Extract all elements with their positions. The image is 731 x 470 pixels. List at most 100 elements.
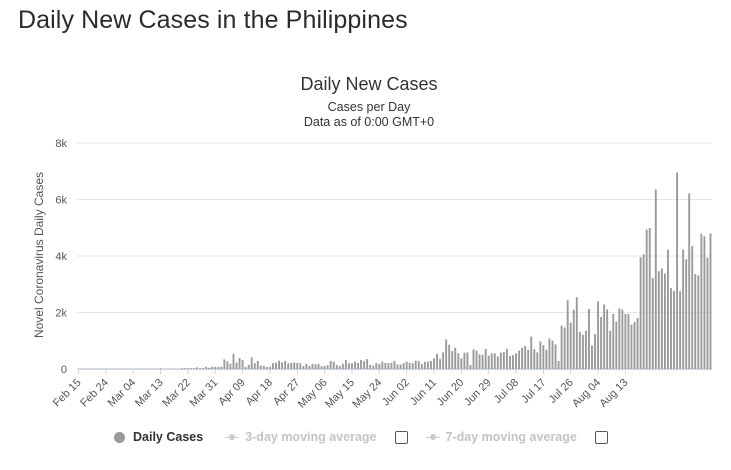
bar[interactable] bbox=[493, 353, 496, 369]
bar[interactable] bbox=[618, 308, 621, 369]
bar[interactable] bbox=[448, 344, 451, 369]
bar[interactable] bbox=[223, 359, 226, 369]
bar[interactable] bbox=[512, 355, 514, 369]
bar[interactable] bbox=[426, 361, 429, 369]
bar[interactable] bbox=[688, 193, 691, 369]
bar[interactable] bbox=[536, 352, 539, 369]
bar[interactable] bbox=[457, 353, 460, 369]
bar[interactable] bbox=[232, 353, 235, 369]
bar[interactable] bbox=[363, 361, 366, 369]
bar[interactable] bbox=[436, 353, 438, 369]
bar[interactable] bbox=[433, 358, 435, 369]
bar[interactable] bbox=[351, 363, 353, 369]
bar[interactable] bbox=[268, 366, 271, 369]
bar[interactable] bbox=[572, 309, 575, 369]
bar[interactable] bbox=[372, 365, 375, 369]
bar[interactable] bbox=[560, 325, 563, 369]
bar[interactable] bbox=[196, 367, 198, 369]
bar[interactable] bbox=[624, 313, 627, 369]
bar[interactable] bbox=[521, 347, 524, 369]
bar[interactable] bbox=[545, 349, 548, 369]
bar[interactable] bbox=[566, 300, 569, 369]
bar[interactable] bbox=[591, 345, 593, 369]
bar[interactable] bbox=[505, 348, 508, 369]
bar[interactable] bbox=[551, 340, 554, 369]
bar[interactable] bbox=[405, 361, 408, 369]
bar[interactable] bbox=[205, 366, 208, 369]
bar[interactable] bbox=[411, 363, 414, 369]
bar[interactable] bbox=[323, 366, 326, 369]
bar[interactable] bbox=[700, 233, 703, 369]
bar[interactable] bbox=[202, 368, 205, 369]
bar[interactable] bbox=[265, 367, 268, 369]
bar[interactable] bbox=[469, 365, 472, 369]
bar[interactable] bbox=[335, 365, 338, 369]
bar[interactable] bbox=[527, 349, 530, 369]
bar[interactable] bbox=[663, 273, 666, 369]
bar[interactable] bbox=[490, 353, 493, 369]
bar[interactable] bbox=[563, 327, 566, 369]
bar[interactable] bbox=[554, 344, 557, 369]
bar[interactable] bbox=[642, 254, 645, 369]
bar[interactable] bbox=[575, 297, 578, 369]
bar[interactable] bbox=[211, 366, 214, 369]
checkbox-3day-average[interactable] bbox=[394, 430, 408, 444]
bar[interactable] bbox=[502, 352, 505, 369]
bar[interactable] bbox=[278, 360, 280, 369]
bar[interactable] bbox=[235, 362, 238, 369]
bar[interactable] bbox=[287, 363, 290, 369]
bar[interactable] bbox=[557, 360, 560, 369]
bar[interactable] bbox=[706, 257, 709, 369]
bar[interactable] bbox=[238, 358, 241, 369]
bar[interactable] bbox=[694, 274, 697, 369]
bar[interactable] bbox=[272, 363, 274, 369]
bar[interactable] bbox=[682, 249, 685, 369]
bar[interactable] bbox=[475, 350, 478, 369]
bar[interactable] bbox=[332, 361, 335, 369]
bar[interactable] bbox=[275, 362, 277, 369]
bar[interactable] bbox=[302, 366, 305, 369]
bar[interactable] bbox=[320, 366, 323, 369]
bar[interactable] bbox=[296, 363, 299, 369]
bar[interactable] bbox=[284, 360, 287, 369]
bar[interactable] bbox=[381, 361, 384, 369]
bar[interactable] bbox=[578, 331, 581, 369]
bar[interactable] bbox=[651, 277, 654, 369]
bar[interactable] bbox=[581, 334, 584, 369]
bar[interactable] bbox=[499, 352, 502, 369]
bar[interactable] bbox=[460, 358, 463, 369]
bar[interactable] bbox=[299, 363, 302, 369]
bar[interactable] bbox=[420, 363, 423, 369]
bar[interactable] bbox=[484, 349, 487, 369]
bar[interactable] bbox=[256, 360, 259, 369]
bar[interactable] bbox=[369, 364, 372, 369]
bar[interactable] bbox=[533, 349, 536, 369]
bar[interactable] bbox=[612, 313, 615, 369]
bar[interactable] bbox=[442, 352, 445, 369]
bar[interactable] bbox=[189, 368, 192, 369]
bar[interactable] bbox=[387, 363, 390, 369]
bar[interactable] bbox=[314, 364, 317, 369]
bar[interactable] bbox=[341, 363, 344, 369]
bar[interactable] bbox=[414, 360, 417, 369]
bar[interactable] bbox=[539, 341, 542, 369]
bar[interactable] bbox=[509, 356, 511, 369]
bar[interactable] bbox=[293, 362, 296, 369]
bar[interactable] bbox=[660, 268, 663, 369]
bar[interactable] bbox=[451, 351, 454, 369]
bar[interactable] bbox=[445, 339, 448, 369]
bar[interactable] bbox=[344, 359, 347, 369]
bar[interactable] bbox=[548, 338, 551, 369]
bar[interactable] bbox=[515, 353, 517, 369]
bar[interactable] bbox=[430, 360, 432, 369]
legend-item-daily-cases[interactable]: Daily Cases bbox=[114, 430, 203, 444]
bar[interactable] bbox=[584, 330, 587, 369]
bar[interactable] bbox=[305, 363, 308, 369]
bar[interactable] bbox=[399, 364, 402, 369]
bar[interactable] bbox=[439, 358, 442, 369]
bar[interactable] bbox=[673, 290, 675, 369]
bar[interactable] bbox=[621, 309, 624, 369]
bar[interactable] bbox=[208, 367, 211, 369]
bar[interactable] bbox=[417, 361, 420, 369]
bar[interactable] bbox=[588, 308, 590, 369]
